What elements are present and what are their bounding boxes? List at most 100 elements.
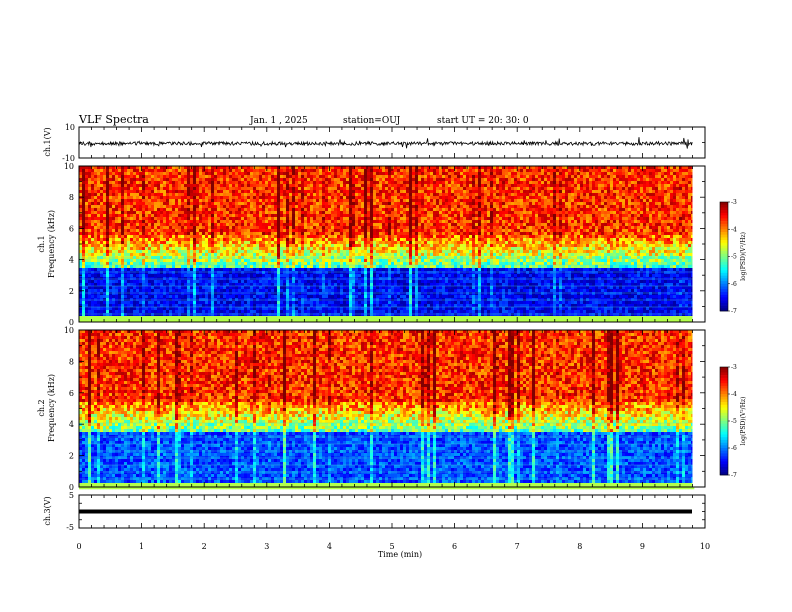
spectrogram-cell [202, 250, 205, 253]
spectrogram-cell [133, 253, 136, 256]
spectrogram-cell [181, 232, 184, 235]
spectrogram-cell [109, 268, 112, 271]
spectrogram-cell [184, 190, 187, 193]
spectrogram-cell [127, 238, 130, 241]
spectrogram-cell [130, 313, 133, 316]
spectrogram-cell [223, 187, 226, 190]
spectrogram-cell [217, 301, 220, 304]
spectrogram-cell [328, 190, 331, 193]
spectrogram-cell [109, 259, 112, 262]
spectrogram-cell [262, 226, 265, 229]
spectrogram-cell [301, 253, 304, 256]
spectrogram-cell [205, 247, 208, 250]
spectrogram-cell [139, 238, 142, 241]
spectrogram-cell [109, 289, 112, 292]
spectrogram-cell [112, 178, 115, 181]
spectrogram-cell [85, 181, 88, 184]
spectrogram-cell [277, 316, 280, 319]
spectrogram-cell [259, 175, 262, 178]
spectrogram-cell [295, 259, 298, 262]
spectrogram-cell [196, 235, 199, 238]
spectrogram-cell [130, 256, 133, 259]
spectrogram-cell [235, 229, 238, 232]
spectrogram-cell [133, 223, 136, 226]
spectrogram-cell [328, 250, 331, 253]
spectrogram-cell [226, 235, 229, 238]
spectrogram-cell [88, 313, 91, 316]
spectrogram-cell [340, 223, 343, 226]
spectrogram-cell [343, 265, 346, 268]
spectrogram-cell [220, 169, 223, 172]
spectrogram-cell [322, 265, 325, 268]
spectrogram-cell [346, 217, 349, 220]
spectrogram-cell [136, 247, 139, 250]
spectrogram-cell [91, 265, 94, 268]
spectrogram-cell [244, 181, 247, 184]
spectrogram-cell [103, 238, 106, 241]
spectrogram-cell [220, 184, 223, 187]
spectrogram-cell [280, 310, 283, 313]
spectrogram-cell [262, 295, 265, 298]
spectrogram-cell [265, 301, 268, 304]
spectrogram-cell [163, 172, 166, 175]
spectrogram-cell [94, 175, 97, 178]
spectrogram-cell [256, 175, 259, 178]
spectrogram-cell [193, 307, 196, 310]
spectrogram-cell [226, 232, 229, 235]
spectrogram-cell [175, 259, 178, 262]
spectrogram-cell [88, 295, 91, 298]
spectrogram-cell [82, 292, 85, 295]
spectrogram-cell [142, 190, 145, 193]
spectrogram-cell [100, 187, 103, 190]
spectrogram-cell [322, 268, 325, 271]
spectrogram-cell [241, 256, 244, 259]
spectrogram-cell [160, 271, 163, 274]
spectrogram-cell [352, 190, 355, 193]
spectrogram-cell [184, 295, 187, 298]
spectrogram-cell [136, 289, 139, 292]
spectrogram-cell [337, 313, 340, 316]
spectrogram-cell [208, 211, 211, 214]
spectrogram-cell [355, 271, 358, 274]
spectrogram-cell [247, 277, 250, 280]
spectrogram-cell [247, 196, 250, 199]
spectrogram-cell [100, 295, 103, 298]
spectrogram-cell [259, 274, 262, 277]
spectrogram-cell [352, 220, 355, 223]
spectrogram-cell [127, 271, 130, 274]
spectrogram-cell [175, 187, 178, 190]
spectrogram-cell [283, 190, 286, 193]
spectrogram-cell [175, 205, 178, 208]
spectrogram-cell [358, 274, 361, 277]
spectrogram-cell [352, 226, 355, 229]
spectrogram-cell [316, 295, 319, 298]
spectrogram-cell [250, 184, 253, 187]
spectrogram-cell [286, 247, 289, 250]
spectrogram-cell [217, 196, 220, 199]
spectrogram-cell [163, 226, 166, 229]
spectrogram-cell [205, 274, 208, 277]
spectrogram-cell [184, 229, 187, 232]
spectrogram-cell [136, 172, 139, 175]
spectrogram-cell [340, 286, 343, 289]
spectrogram-cell [328, 175, 331, 178]
spectrogram-cell [157, 187, 160, 190]
spectrogram-cell [103, 250, 106, 253]
spectrogram-cell [157, 175, 160, 178]
spectrogram-cell [178, 268, 181, 271]
spectrogram-cell [283, 316, 286, 319]
spectrogram-cell [169, 196, 172, 199]
spectrogram-cell [346, 226, 349, 229]
spectrogram-cell [298, 178, 301, 181]
spectrogram-cell [223, 277, 226, 280]
spectrogram-cell [220, 253, 223, 256]
spectrogram-cell [328, 217, 331, 220]
spectrogram-cell [118, 307, 121, 310]
spectrogram-cell [100, 238, 103, 241]
spectrogram-cell [94, 187, 97, 190]
spectrogram-cell [214, 313, 217, 316]
spectrogram-cell [136, 286, 139, 289]
spectrogram-cell [301, 217, 304, 220]
spectrogram-cell [208, 220, 211, 223]
spectrogram-cell [304, 238, 307, 241]
